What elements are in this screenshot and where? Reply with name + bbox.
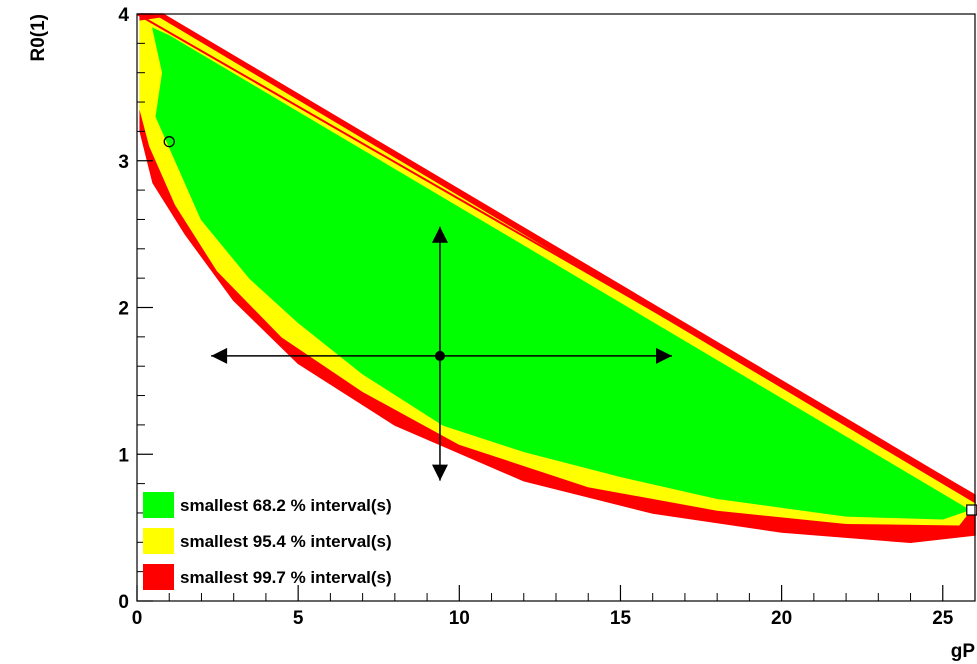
chart-overlay <box>136 13 977 516</box>
best-fit-point <box>434 350 445 361</box>
open-circle-marker <box>163 136 175 148</box>
axes: 0 5 10 15 20 25 0 1 2 3 4 <box>118 5 953 629</box>
x-tick-label: 15 <box>610 608 632 629</box>
legend-label: smallest 68.2 % interval(s) <box>180 496 392 515</box>
x-tick-label: 0 <box>132 608 143 629</box>
arrow-left-icon <box>211 347 228 364</box>
arrow-down-icon <box>431 464 448 481</box>
x-tick-label: 20 <box>771 608 792 629</box>
interval-region-2 <box>152 27 971 520</box>
x-axis-title: gP <box>951 641 976 662</box>
x-tick-label: 10 <box>449 608 470 629</box>
y-tick-label: 3 <box>118 152 129 173</box>
legend-swatch <box>143 564 174 590</box>
boundary-line <box>136 13 976 497</box>
arrow-right-icon <box>656 347 673 364</box>
interval-regions <box>139 13 977 544</box>
y-axis-title: R0(1) <box>28 14 49 62</box>
legend-label: smallest 99.7 % interval(s) <box>180 568 392 587</box>
y-tick-label: 0 <box>118 592 129 613</box>
legend-swatch <box>143 528 174 554</box>
y-tick-label: 2 <box>118 299 129 320</box>
legend: smallest 68.2 % interval(s) smallest 95.4… <box>143 492 392 590</box>
x-tick-label: 5 <box>293 608 304 629</box>
y-tick-label: 4 <box>118 5 129 26</box>
y-tick-label: 1 <box>118 445 129 466</box>
legend-label: smallest 95.4 % interval(s) <box>180 532 392 551</box>
legend-swatch <box>143 492 174 518</box>
arrow-up-icon <box>431 226 448 243</box>
x-tick-label: 25 <box>932 608 954 629</box>
